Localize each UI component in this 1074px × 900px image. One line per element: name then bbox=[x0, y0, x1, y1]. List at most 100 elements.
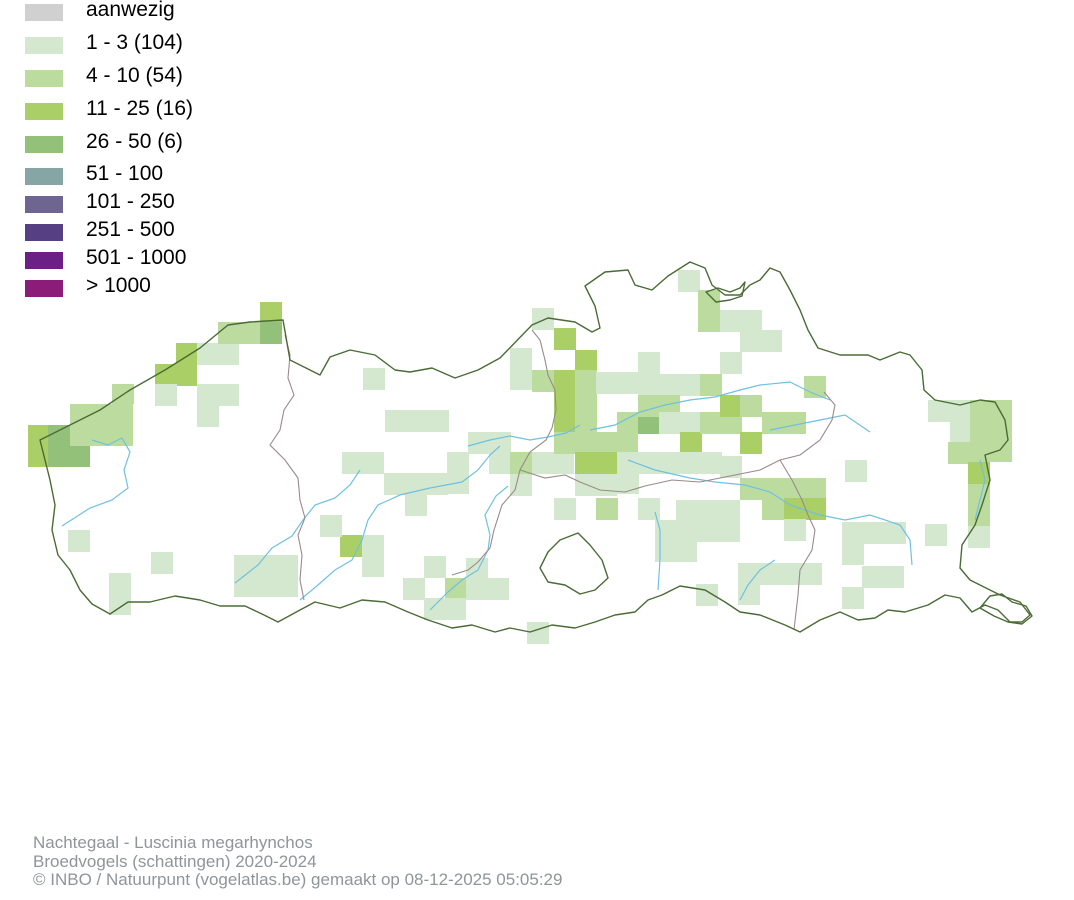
grid-cell bbox=[68, 530, 90, 552]
grid-cell bbox=[720, 352, 742, 374]
grid-cell bbox=[928, 400, 950, 422]
grid-cell bbox=[527, 622, 549, 644]
grid-cell bbox=[738, 563, 802, 585]
legend-label: 1 - 3 (104) bbox=[86, 31, 183, 54]
grid-cell bbox=[510, 474, 532, 496]
grid-cell bbox=[842, 543, 864, 565]
legend-swatch bbox=[25, 224, 63, 241]
river-ijzer bbox=[61, 437, 131, 527]
grid-cell bbox=[487, 578, 509, 600]
grid-cell bbox=[970, 400, 1012, 422]
river-rupel bbox=[467, 424, 581, 447]
border-ovl-ant bbox=[451, 329, 557, 576]
legend-swatch bbox=[25, 252, 63, 269]
legend-label: 501 - 1000 bbox=[86, 246, 187, 269]
grid-cell bbox=[842, 522, 906, 544]
grid-cell bbox=[804, 376, 826, 398]
baarle-enclave bbox=[705, 281, 746, 303]
voeren-exclave bbox=[979, 593, 1033, 625]
river-gete bbox=[739, 559, 776, 601]
grid-cell bbox=[260, 302, 282, 324]
legend-swatch bbox=[25, 196, 63, 213]
province-borders bbox=[269, 329, 836, 631]
legend-label: 11 - 25 (16) bbox=[86, 97, 193, 120]
grid-cell bbox=[638, 352, 660, 374]
grid-cell bbox=[678, 270, 700, 292]
grid-cell bbox=[740, 330, 782, 352]
grid-cell bbox=[970, 420, 1012, 462]
grid-cell bbox=[554, 432, 596, 454]
grid-cell bbox=[575, 350, 597, 372]
grid-cell bbox=[968, 526, 990, 548]
grid-cell bbox=[91, 404, 133, 446]
flanders-outline bbox=[39, 261, 1033, 633]
legend-swatch bbox=[25, 70, 63, 87]
grid-cell bbox=[218, 322, 260, 344]
border-wvl-ovl bbox=[269, 334, 306, 601]
legend-swatch bbox=[25, 103, 63, 120]
grid-cell bbox=[638, 374, 680, 396]
legend-swatch bbox=[25, 280, 63, 297]
grid-cell bbox=[260, 322, 282, 344]
grid-cell bbox=[532, 308, 554, 330]
brussels-outline bbox=[539, 532, 609, 595]
grid-cell bbox=[680, 374, 702, 396]
grid-cell bbox=[405, 474, 427, 516]
legend-label: aanwezig bbox=[86, 0, 175, 21]
grid-cell bbox=[554, 370, 576, 412]
grid-cell bbox=[510, 348, 532, 390]
legend-item-251-500: 251 - 500 bbox=[25, 218, 285, 244]
legend-item-101-250: 101 - 250 bbox=[25, 190, 285, 216]
legend-label: 51 - 100 bbox=[86, 162, 164, 185]
grid-cell bbox=[424, 556, 446, 578]
legend-label: 4 - 10 (54) bbox=[86, 64, 183, 87]
grid-cell bbox=[680, 452, 722, 474]
caption-species: Nachtegaal - Luscinia megarhynchos bbox=[33, 833, 313, 852]
grid-cell bbox=[385, 410, 449, 432]
grid-cell bbox=[950, 400, 972, 442]
region-border bbox=[39, 261, 1031, 633]
legend-label: > 1000 bbox=[86, 274, 151, 297]
grid-cell bbox=[738, 583, 760, 605]
grid-cell bbox=[424, 598, 466, 620]
grid-cell bbox=[575, 370, 597, 412]
grid-cell bbox=[784, 412, 806, 434]
grid-cell bbox=[740, 432, 762, 454]
grid-cell bbox=[197, 343, 239, 365]
legend-item-4-10: 4 - 10 (54) bbox=[25, 64, 285, 90]
river-nete bbox=[589, 381, 831, 431]
legend-swatch bbox=[25, 136, 63, 153]
grid-cell bbox=[532, 452, 574, 474]
map-caption: Nachtegaal - Luscinia megarhynchos Broed… bbox=[33, 833, 562, 890]
river-maas bbox=[974, 459, 986, 521]
rivers bbox=[61, 381, 986, 611]
border-ant-vbr bbox=[519, 391, 836, 493]
grid-cell bbox=[698, 290, 720, 332]
river-demer bbox=[627, 459, 913, 566]
legend-item-51-100: 51 - 100 bbox=[25, 162, 285, 188]
grid-cell bbox=[676, 500, 740, 542]
grid-cell bbox=[155, 364, 197, 386]
grid-cell bbox=[948, 442, 970, 464]
grid-cell bbox=[575, 474, 617, 496]
river-dijle bbox=[654, 511, 661, 591]
legend-swatch bbox=[25, 37, 63, 54]
grid-cell bbox=[362, 535, 384, 577]
legend-swatch bbox=[25, 4, 63, 21]
grid-cell bbox=[696, 584, 718, 606]
grid-cell bbox=[151, 552, 173, 574]
grid-cell bbox=[447, 452, 469, 494]
grid-cell bbox=[740, 395, 762, 417]
grid-cell bbox=[700, 412, 742, 434]
legend-label: 251 - 500 bbox=[86, 218, 175, 241]
caption-dataset: Broedvogels (schattingen) 2020-2024 bbox=[33, 851, 317, 871]
grid-cell bbox=[845, 460, 867, 482]
grid-cell bbox=[720, 395, 742, 417]
grid-cell bbox=[596, 498, 618, 520]
grid-cell bbox=[445, 578, 467, 600]
grid-cell bbox=[575, 412, 597, 434]
river-schelde bbox=[299, 445, 501, 601]
river-kempen bbox=[769, 414, 871, 433]
grid-cell bbox=[638, 452, 680, 474]
